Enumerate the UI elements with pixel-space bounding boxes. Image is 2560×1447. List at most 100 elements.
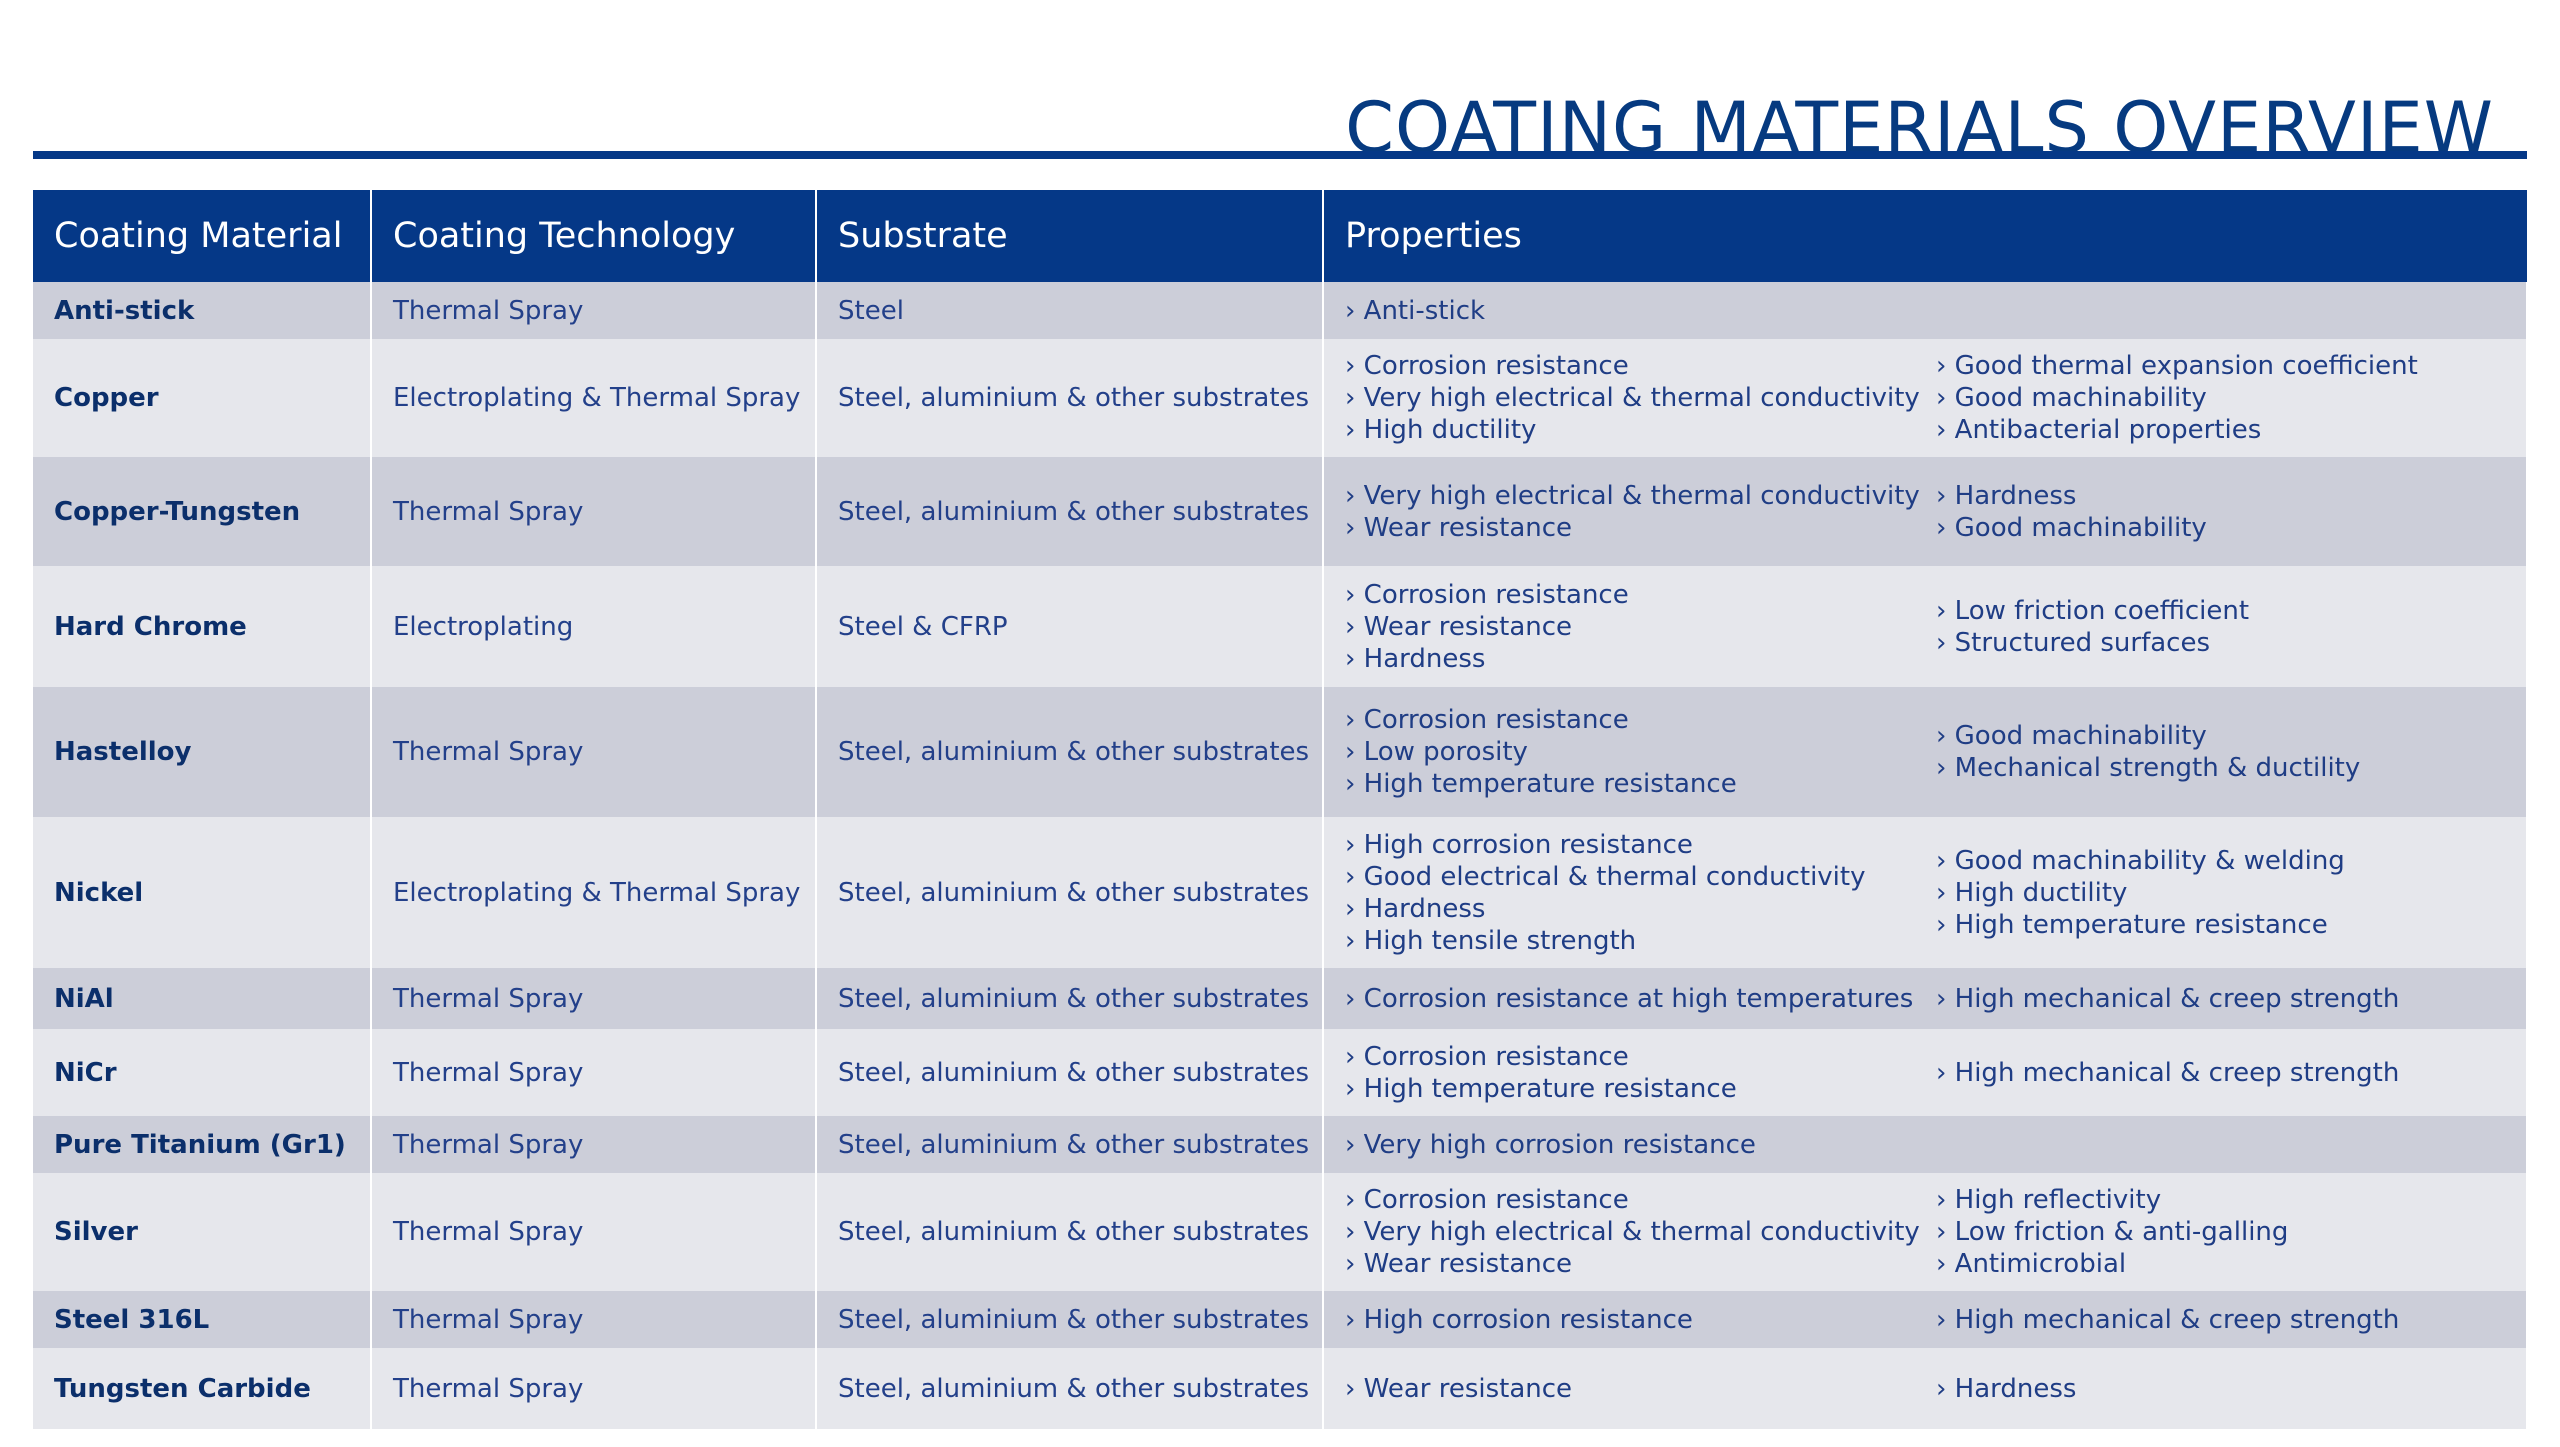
header-coating-material: Coating Material [33, 190, 372, 282]
property-item: › High corrosion resistance [1345, 829, 1693, 860]
property-item: › High mechanical & creep strength [1936, 1057, 2400, 1088]
substrate-cell: Steel, aluminium & other substrates [816, 1291, 1324, 1348]
table-row: Tungsten Carbide Thermal Spray Steel, alum… [33, 1348, 2529, 1429]
property-item: › Good machinability [1936, 512, 2207, 543]
property-item: › Structured surfaces [1936, 627, 2211, 658]
property-item: › Hardness [1936, 1373, 2077, 1404]
material-cell: Hastelloy [33, 687, 372, 817]
table-row: NiAl Thermal Spray Steel, aluminium & othe… [33, 968, 2529, 1029]
technology-cell: Electroplating & Thermal Spray [371, 817, 817, 968]
property-item: › Low friction & anti-galling [1936, 1217, 2289, 1247]
properties-primary-cell: › High corrosion resistance › Good electr… [1323, 817, 1936, 968]
property-item: › Good electrical & thermal conductivity [1345, 861, 1866, 892]
material-cell: Pure Titanium (Gr1) [33, 1116, 372, 1173]
property-item: › Very high electrical & thermal conduct… [1345, 1217, 1920, 1247]
table-row: Steel 316L Thermal Spray Steel, aluminium … [33, 1291, 2529, 1348]
material-cell: Nickel [33, 817, 372, 968]
substrate-cell: Steel, aluminium & other substrates [816, 1173, 1324, 1291]
material-cell: Steel 316L [33, 1291, 372, 1348]
property-item: › High reflectivity [1936, 1185, 2162, 1215]
property-item: › Very high electrical & thermal conduct… [1345, 480, 1920, 511]
technology-cell: Thermal Spray [371, 1173, 817, 1291]
property-item: › High ductility [1345, 415, 1537, 445]
technology-cell: Thermal Spray [371, 1291, 817, 1348]
technology-cell: Thermal Spray [371, 282, 817, 339]
property-item: › Antimicrobial [1936, 1249, 2127, 1279]
material-cell: Copper-Tungsten [33, 457, 372, 566]
title-divider [33, 151, 2527, 159]
properties-primary-cell: › Corrosion resistance at high temperatu… [1323, 968, 1936, 1029]
technology-cell: Thermal Spray [371, 1116, 817, 1173]
properties-secondary-cell: › High mechanical & creep strength [1936, 1291, 2529, 1348]
properties-secondary-cell: › High mechanical & creep strength [1936, 1029, 2529, 1116]
properties-secondary-cell: › Low friction coefficient › Structured s… [1936, 566, 2529, 687]
substrate-cell: Steel, aluminium & other substrates [816, 457, 1324, 566]
header-substrate: Substrate [816, 190, 1324, 282]
properties-primary-cell: › Corrosion resistance › Low porosity › Hi… [1323, 687, 1936, 817]
table-row: Hard Chrome Electroplating Steel & CFRP › C… [33, 566, 2529, 687]
properties-secondary-cell: › High mechanical & creep strength [1936, 968, 2529, 1029]
property-item: › Wear resistance [1345, 1249, 1573, 1279]
property-item: › Wear resistance [1345, 611, 1573, 642]
properties-primary-cell: › Very high corrosion resistance [1323, 1116, 1936, 1173]
table-row: Copper Electroplating & Thermal Spray Stee… [33, 339, 2529, 457]
coating-materials-table: Coating Material Coating Technology Subs… [33, 190, 2529, 1429]
properties-primary-cell: › Corrosion resistance › Very high electr… [1323, 1173, 1936, 1291]
property-item: › Hardness [1345, 643, 1486, 674]
table-row: NiCr Thermal Spray Steel, aluminium & othe… [33, 1029, 2529, 1116]
properties-secondary-cell: › Good thermal expansion coefficient › Go… [1936, 339, 2529, 457]
properties-primary-cell: › Anti-stick [1323, 282, 1936, 339]
property-item: › Good machinability & welding [1936, 845, 2345, 876]
technology-cell: Thermal Spray [371, 687, 817, 817]
properties-secondary-cell [1936, 282, 2529, 339]
table-row: Nickel Electroplating & Thermal Spray Stee… [33, 817, 2529, 968]
property-item: › Corrosion resistance [1345, 579, 1629, 610]
header-properties: Properties [1323, 190, 2528, 282]
substrate-cell: Steel, aluminium & other substrates [816, 1116, 1324, 1173]
technology-cell: Electroplating & Thermal Spray [371, 339, 817, 457]
material-cell: Anti-stick [33, 282, 372, 339]
property-item: › Mechanical strength & ductility [1936, 753, 2361, 783]
technology-cell: Thermal Spray [371, 1029, 817, 1116]
property-item: › Antibacterial properties [1936, 415, 2262, 445]
substrate-cell: Steel, aluminium & other substrates [816, 1029, 1324, 1116]
substrate-cell: Steel, aluminium & other substrates [816, 339, 1324, 457]
properties-secondary-cell: › Good machinability › Mechanical strengt… [1936, 687, 2529, 817]
properties-primary-cell: › Corrosion resistance › Very high electr… [1323, 339, 1936, 457]
substrate-cell: Steel & CFRP [816, 566, 1324, 687]
properties-secondary-cell: › High reflectivity › Low friction & anti… [1936, 1173, 2529, 1291]
property-item: › Hardness [1936, 480, 2077, 511]
properties-primary-cell: › High corrosion resistance [1323, 1291, 1936, 1348]
property-item: › High mechanical & creep strength [1936, 983, 2400, 1014]
substrate-cell: Steel, aluminium & other substrates [816, 968, 1324, 1029]
table-row: Hastelloy Thermal Spray Steel, aluminium &… [33, 687, 2529, 817]
property-item: › Very high electrical & thermal conduct… [1345, 383, 1920, 413]
properties-primary-cell: › Very high electrical & thermal conduct… [1323, 457, 1936, 566]
property-item: › Hardness [1345, 893, 1486, 924]
property-item: › Corrosion resistance [1345, 1185, 1629, 1215]
property-item: › High ductility [1936, 877, 2128, 908]
technology-cell: Electroplating [371, 566, 817, 687]
properties-primary-cell: › Corrosion resistance › Wear resistance ›… [1323, 566, 1936, 687]
material-cell: Hard Chrome [33, 566, 372, 687]
table-row: Copper-Tungsten Thermal Spray Steel, alumi… [33, 457, 2529, 566]
property-item: › Wear resistance [1345, 1373, 1573, 1404]
material-cell: Silver [33, 1173, 372, 1291]
property-item: › Corrosion resistance [1345, 1041, 1629, 1072]
material-cell: Copper [33, 339, 372, 457]
technology-cell: Thermal Spray [371, 1348, 817, 1429]
property-item: › Low porosity [1345, 737, 1528, 767]
table-row: Pure Titanium (Gr1) Thermal Spray Steel, a… [33, 1116, 2529, 1173]
property-item: › High temperature resistance [1345, 1073, 1737, 1104]
property-item: › High temperature resistance [1345, 769, 1737, 799]
property-item: › Low friction coefficient [1936, 595, 2250, 626]
property-item: › Corrosion resistance [1345, 705, 1629, 735]
table-header-row: Coating Material Coating Technology Subs… [33, 190, 2528, 282]
property-item: › Good thermal expansion coefficient [1936, 351, 2418, 381]
substrate-cell: Steel, aluminium & other substrates [816, 1348, 1324, 1429]
properties-secondary-cell [1936, 1116, 2529, 1173]
property-item: › Corrosion resistance [1345, 351, 1629, 381]
technology-cell: Thermal Spray [371, 457, 817, 566]
properties-secondary-cell: › Hardness › Good machinability [1936, 457, 2529, 566]
property-item: › Anti-stick [1345, 295, 1486, 326]
